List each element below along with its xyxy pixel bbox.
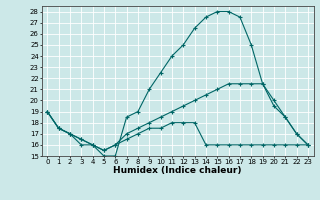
X-axis label: Humidex (Indice chaleur): Humidex (Indice chaleur) xyxy=(113,166,242,175)
